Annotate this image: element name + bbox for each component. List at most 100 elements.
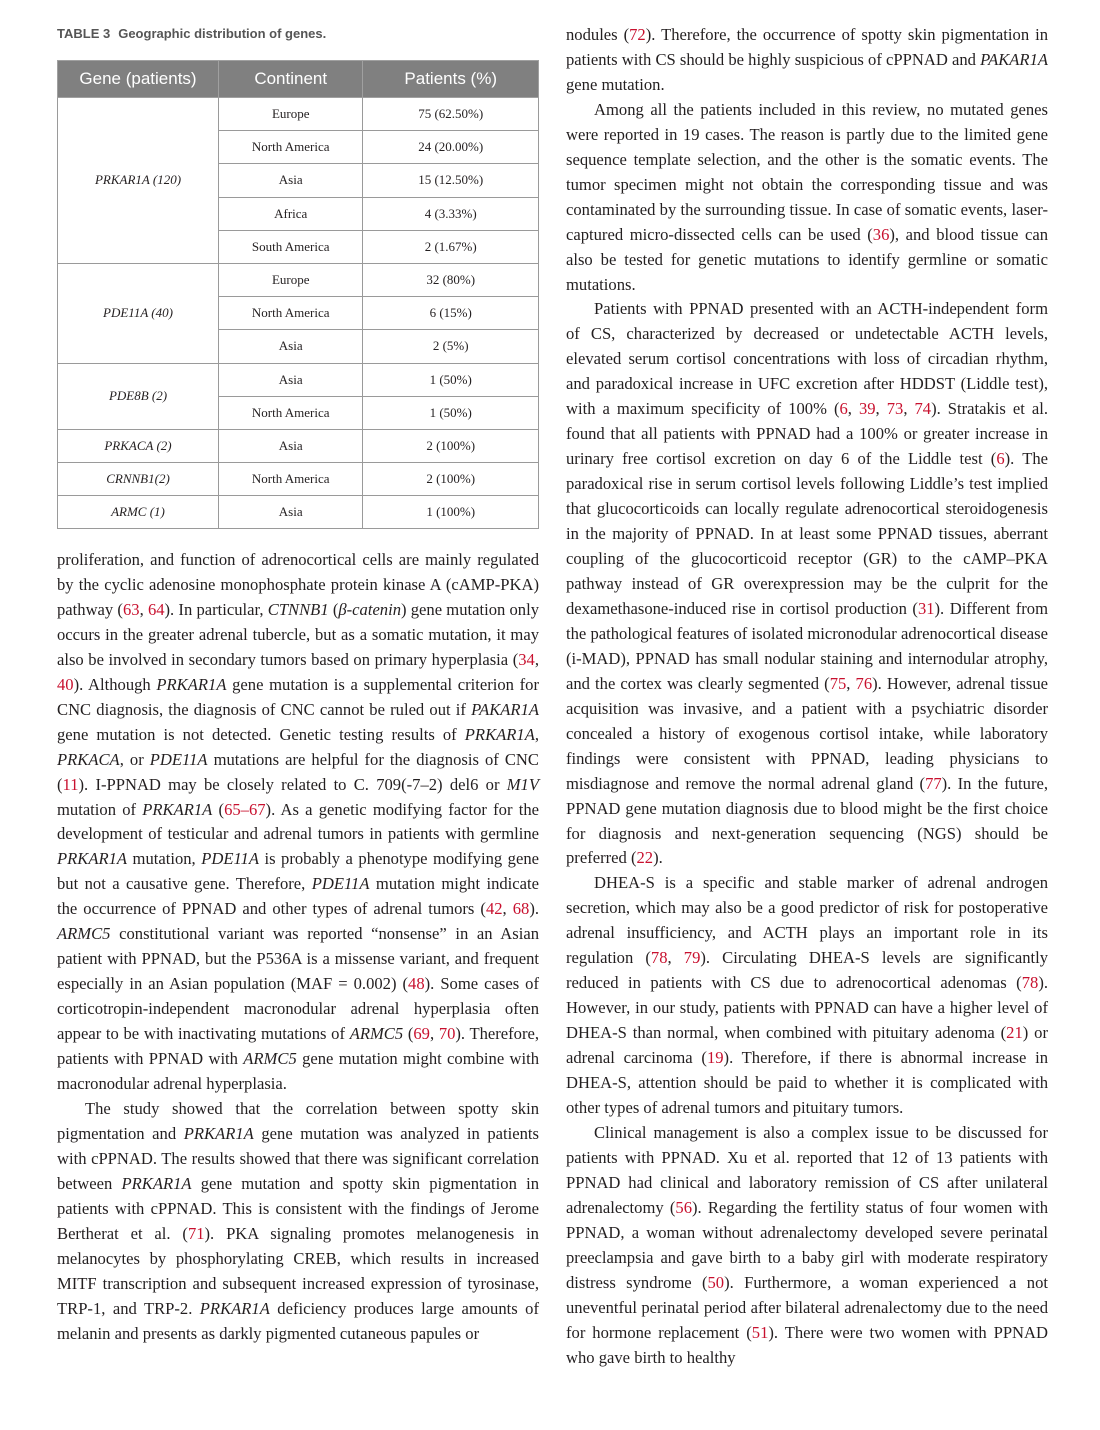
gene-cell: PRKAR1A (120): [57, 97, 219, 264]
table-label: TABLE 3: [57, 26, 111, 41]
citation-link[interactable]: 71: [187, 1223, 205, 1243]
citation-link[interactable]: 6: [996, 449, 1005, 469]
citation-link[interactable]: 34: [518, 649, 535, 669]
italic-term: PDE11A: [201, 849, 259, 869]
citation-link[interactable]: 36: [872, 224, 890, 244]
continent-cell: Asia: [217, 428, 364, 464]
citation-link[interactable]: 6: [839, 399, 848, 419]
citation-link[interactable]: 56: [675, 1197, 692, 1217]
text-run: (: [328, 599, 339, 619]
citation-link[interactable]: 70: [438, 1024, 456, 1044]
citation-link[interactable]: 77: [925, 773, 942, 793]
italic-term: CTNNB1: [267, 599, 329, 619]
continent-cell: North America: [217, 296, 364, 331]
italic-term: M1V: [506, 774, 539, 794]
text-run: gene mutation is not detected. Genetic t…: [57, 724, 465, 744]
table-row: Asia 2 (5%): [58, 329, 539, 364]
citation-link[interactable]: 50: [707, 1272, 725, 1292]
italic-term: PDE11A: [311, 874, 370, 894]
citation-link[interactable]: 39: [858, 399, 876, 419]
paragraph: Patients with PPNAD presented with an AC…: [566, 297, 1048, 871]
citation-link[interactable]: 63: [122, 599, 140, 619]
italic-term: ARMC5: [243, 1049, 297, 1069]
continent-cell: South America: [217, 229, 364, 264]
text-run: ,: [502, 899, 513, 919]
text-run: ). However, in our study, patients with …: [566, 973, 1048, 1043]
citation-link[interactable]: 48: [408, 974, 425, 994]
table-row: PDE11A (40) Europe 32 (80%): [57, 262, 539, 364]
citation-link[interactable]: 72: [629, 25, 646, 44]
citation-link[interactable]: 11: [62, 774, 79, 794]
citation-link[interactable]: 68: [512, 899, 530, 919]
text-run: (: [212, 799, 225, 819]
citation-link[interactable]: 21: [1006, 1023, 1023, 1043]
table-row: ARMC (1) Asia 1 (100%): [57, 495, 539, 530]
citation-link[interactable]: 76: [855, 673, 873, 693]
text-run: , or: [119, 749, 150, 769]
patients-cell: 32 (80%): [362, 262, 539, 298]
patients-cell: 75 (62.50%): [362, 96, 539, 132]
text-run: ). Although: [73, 674, 157, 694]
patients-cell: 2 (100%): [362, 462, 539, 497]
citation-link[interactable]: 40: [57, 674, 74, 694]
text-run: mutations are helpful for the diagnosis …: [57, 749, 539, 794]
table-row: Africa 4 (3.33%): [58, 196, 539, 231]
continent-cell: Africa: [217, 196, 364, 231]
citation-link[interactable]: 73: [886, 399, 904, 419]
text-run: ,: [667, 948, 684, 968]
italic-term: PRKAR1A: [156, 674, 227, 694]
text-run: ). The paradoxical rise in serum cortiso…: [566, 449, 1048, 618]
text-run: Among all the patients included in this …: [566, 99, 1048, 244]
table-row: PRKACA (2) Asia 2 (100%): [57, 428, 539, 464]
citation-link[interactable]: 19: [706, 1048, 724, 1068]
gene-cell: ARMC (1): [57, 495, 219, 530]
patients-cell: 1 (100%): [362, 495, 539, 530]
citation-link[interactable]: 42: [485, 899, 503, 919]
citation-link[interactable]: 79: [683, 948, 701, 968]
citation-link[interactable]: 65–67: [224, 799, 266, 819]
text-run: ). Stratakis et al. found that all patie…: [566, 399, 1048, 469]
text-run: ). Furthermore, a woman experienced a no…: [566, 1272, 1048, 1342]
text-run: gene mutation and spotty skin pigmentati…: [57, 1173, 539, 1243]
continent-cell: Asia: [217, 329, 364, 364]
text-run: ). In particular,: [164, 599, 268, 619]
italic-term: PRKAR1A: [183, 1123, 254, 1143]
gene-cell: PDE11A (40): [57, 262, 219, 364]
text-run: ).: [529, 899, 540, 919]
text-run: deficiency produces large amounts of mel…: [57, 1298, 539, 1343]
text-run: ) gene mutation only occurs in the great…: [57, 599, 540, 669]
citation-link[interactable]: 51: [751, 1322, 769, 1342]
table-row: Asia 15 (12.50%): [58, 163, 539, 198]
citation-link[interactable]: 69: [413, 1024, 430, 1044]
italic-term: PRKAR1A: [121, 1173, 192, 1193]
text-run: ). Therefore, if there is abnormal incre…: [566, 1048, 1048, 1117]
text-run: ) or adrenal carcinoma (: [566, 1023, 1048, 1068]
text-run: ). Different from the pathological featu…: [566, 598, 1048, 693]
citation-link[interactable]: 74: [914, 399, 932, 419]
italic-term: PRKAR1A: [57, 849, 128, 869]
header-patients: Patients (%): [362, 60, 539, 98]
citation-link[interactable]: 31: [917, 598, 935, 618]
table-row: North America 1 (50%): [58, 395, 539, 430]
table-row: CRNNB1(2) North America 2 (100%): [57, 462, 539, 497]
patients-cell: 4 (3.33%): [362, 196, 539, 231]
text-run: ). In the future, PPNAD gene mutation di…: [566, 773, 1049, 868]
gene-cell: CRNNB1(2): [57, 462, 219, 497]
text-run: ,: [429, 1024, 439, 1044]
text-run: ), and blood tissue can also be tested f…: [566, 224, 1048, 294]
italic-term: PRKACA: [57, 749, 120, 769]
text-run: proliferation, and function of adrenocor…: [57, 550, 539, 619]
gene-cell: PDE8B (2): [57, 362, 219, 430]
citation-link[interactable]: 22: [636, 848, 654, 868]
italic-term: PRKAR1A: [199, 1298, 270, 1318]
patients-cell: 1 (50%): [362, 362, 539, 397]
text-run: ). PKA signaling promotes melanogenesis …: [57, 1223, 539, 1318]
citation-link[interactable]: 64: [147, 599, 165, 619]
citation-link[interactable]: 78: [650, 948, 668, 968]
text-run: Clinical management is also a complex is…: [566, 1122, 1048, 1217]
citation-link[interactable]: 75: [829, 673, 847, 693]
citation-link[interactable]: 78: [1021, 973, 1039, 993]
table-caption: TABLE 3 Geographic distribution of genes.: [57, 26, 326, 41]
paragraph: DHEA-S is a specific and stable marker o…: [566, 871, 1048, 1121]
text-run: constitutional variant was reported “non…: [57, 924, 539, 994]
